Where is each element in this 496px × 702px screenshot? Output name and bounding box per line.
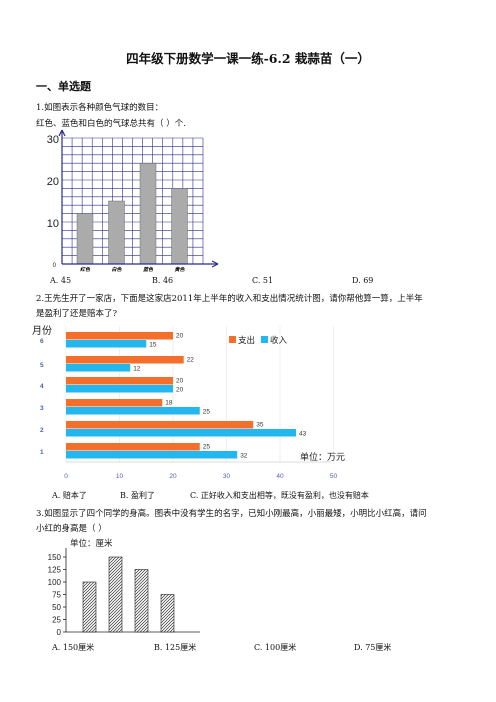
bar (108, 200, 125, 265)
unit-note: 单位：厘米 (70, 538, 113, 548)
q3-option-a[interactable]: A. 150厘米 (52, 643, 95, 652)
bar (66, 356, 184, 364)
bar (108, 556, 123, 633)
q3-option-c[interactable]: C. 100厘米 (254, 643, 297, 652)
section-heading: 一、单选题 (36, 80, 91, 93)
y-tick-label: 3 (40, 405, 44, 412)
data-label: 43 (299, 431, 307, 438)
y-tick-label: 20 (47, 176, 59, 188)
y-tick-label: 30 (47, 134, 59, 146)
bar (66, 421, 254, 429)
y-tick-label: 4 (40, 383, 44, 390)
x-axis-arrow (211, 260, 219, 268)
bar (66, 377, 173, 385)
tick-label: 红色 (80, 266, 91, 273)
bar (76, 213, 94, 265)
tick-label: 蓝色 (143, 266, 154, 273)
y-tick-label: 10 (47, 218, 59, 230)
chart-balloons: 红色 白色 蓝色 黄色 0 10 20 30 (47, 129, 219, 273)
q1-option-a[interactable]: A. 45 (50, 276, 72, 285)
legend-swatch (261, 336, 268, 343)
y-tick-label: 1 (40, 449, 44, 456)
bar (160, 594, 175, 633)
y-axis-title: 月份 (32, 325, 52, 337)
q2-option-c[interactable]: C. 正好收入和支出相等，既没有盈利，也没有赔本 (190, 491, 369, 500)
y-tick-label: 150 (48, 553, 62, 562)
x-tick-label: 20 (169, 473, 177, 480)
y-tick-label: 5 (40, 362, 44, 369)
data-label: 20 (176, 378, 184, 385)
q1-stem: 1.如图表示各种颜色气球的数目： (36, 103, 164, 113)
q2-option-a[interactable]: A. 赔本了 (52, 491, 87, 500)
x-tick-label: 50 (330, 473, 338, 480)
tick-label: 黄色 (174, 266, 185, 273)
page-title: 四年级下册数学一课一练-6.2 栽蒜苗（一） (126, 51, 370, 66)
bar (66, 407, 200, 415)
x-tick-label: 40 (276, 473, 284, 480)
legend-swatch (229, 336, 236, 343)
data-label: 25 (203, 444, 211, 451)
x-tick-label: 30 (223, 473, 231, 480)
y-tick-label: 75 (52, 591, 61, 600)
data-label: 32 (240, 453, 248, 460)
q1-option-b[interactable]: B. 46 (152, 276, 174, 285)
data-label: 12 (133, 366, 141, 373)
tick-label: 白色 (111, 266, 122, 273)
bar (66, 399, 163, 407)
y-tick-label: 125 (48, 566, 62, 575)
bar (66, 385, 173, 393)
q1-option-d[interactable]: D. 69 (352, 276, 374, 285)
chart-income-expense: 0 10 20 30 40 50 月份 25 32 1 35 43 2 18 25 3 20 20 4 22 12 5 20… (32, 325, 345, 480)
data-label: 20 (176, 387, 184, 394)
q3-stem-line1: 3.如图显示了四个同学的身高。图表中没有学生的名字，已知小刚最高，小丽最矮，小明… (36, 509, 427, 519)
data-label: 20 (176, 333, 184, 340)
q1-option-c[interactable]: C. 51 (252, 276, 274, 285)
unit-note: 单位：万元 (300, 451, 345, 462)
data-label: 22 (187, 357, 195, 364)
x-tick-label: 0 (64, 473, 68, 480)
bar (134, 569, 149, 633)
bar (66, 451, 238, 459)
chart-heights: 单位：厘米 0 25 50 75 100 125 150 (48, 538, 200, 637)
data-label: 15 (149, 342, 157, 349)
q3-option-b[interactable]: B. 125厘米 (154, 643, 197, 652)
data-label: 18 (165, 400, 173, 407)
bar (66, 443, 200, 451)
bar (66, 364, 131, 372)
x-tick-label: 10 (116, 473, 124, 480)
q3-option-d[interactable]: D. 75厘米 (354, 643, 392, 652)
bar (82, 581, 97, 633)
data-label: 25 (203, 409, 211, 416)
y-tick-label: 2 (40, 427, 44, 434)
y-tick-label: 100 (48, 578, 62, 587)
bar (66, 429, 297, 437)
bar (66, 340, 147, 348)
legend-label: 支出 (238, 335, 255, 345)
y-axis-arrow (58, 129, 66, 137)
q2-stem-line2: 是盈利了还是赔本了? (36, 309, 118, 319)
y-tick-label: 25 (52, 616, 61, 625)
bar (66, 332, 173, 340)
bar (139, 163, 157, 265)
q2-option-b[interactable]: B. 盈利了 (120, 491, 155, 500)
bar (171, 188, 188, 265)
data-label: 35 (256, 422, 264, 429)
y-tick-label: 0 (53, 263, 57, 269)
y-tick-label: 6 (40, 338, 44, 345)
y-tick-label: 50 (52, 603, 61, 612)
q3-stem-line2: 小红的身高是（ ） (36, 524, 107, 534)
legend-label: 收入 (270, 335, 288, 345)
q2-stem-line1: 2.王先生开了一家店，下面是这家店2011年上半年的收入和支出情况统计图，请你帮… (36, 294, 423, 304)
q1-sub: 红色、蓝色和白色的气球总共有（ ）个. (36, 119, 186, 129)
y-tick-label: 0 (57, 628, 62, 637)
